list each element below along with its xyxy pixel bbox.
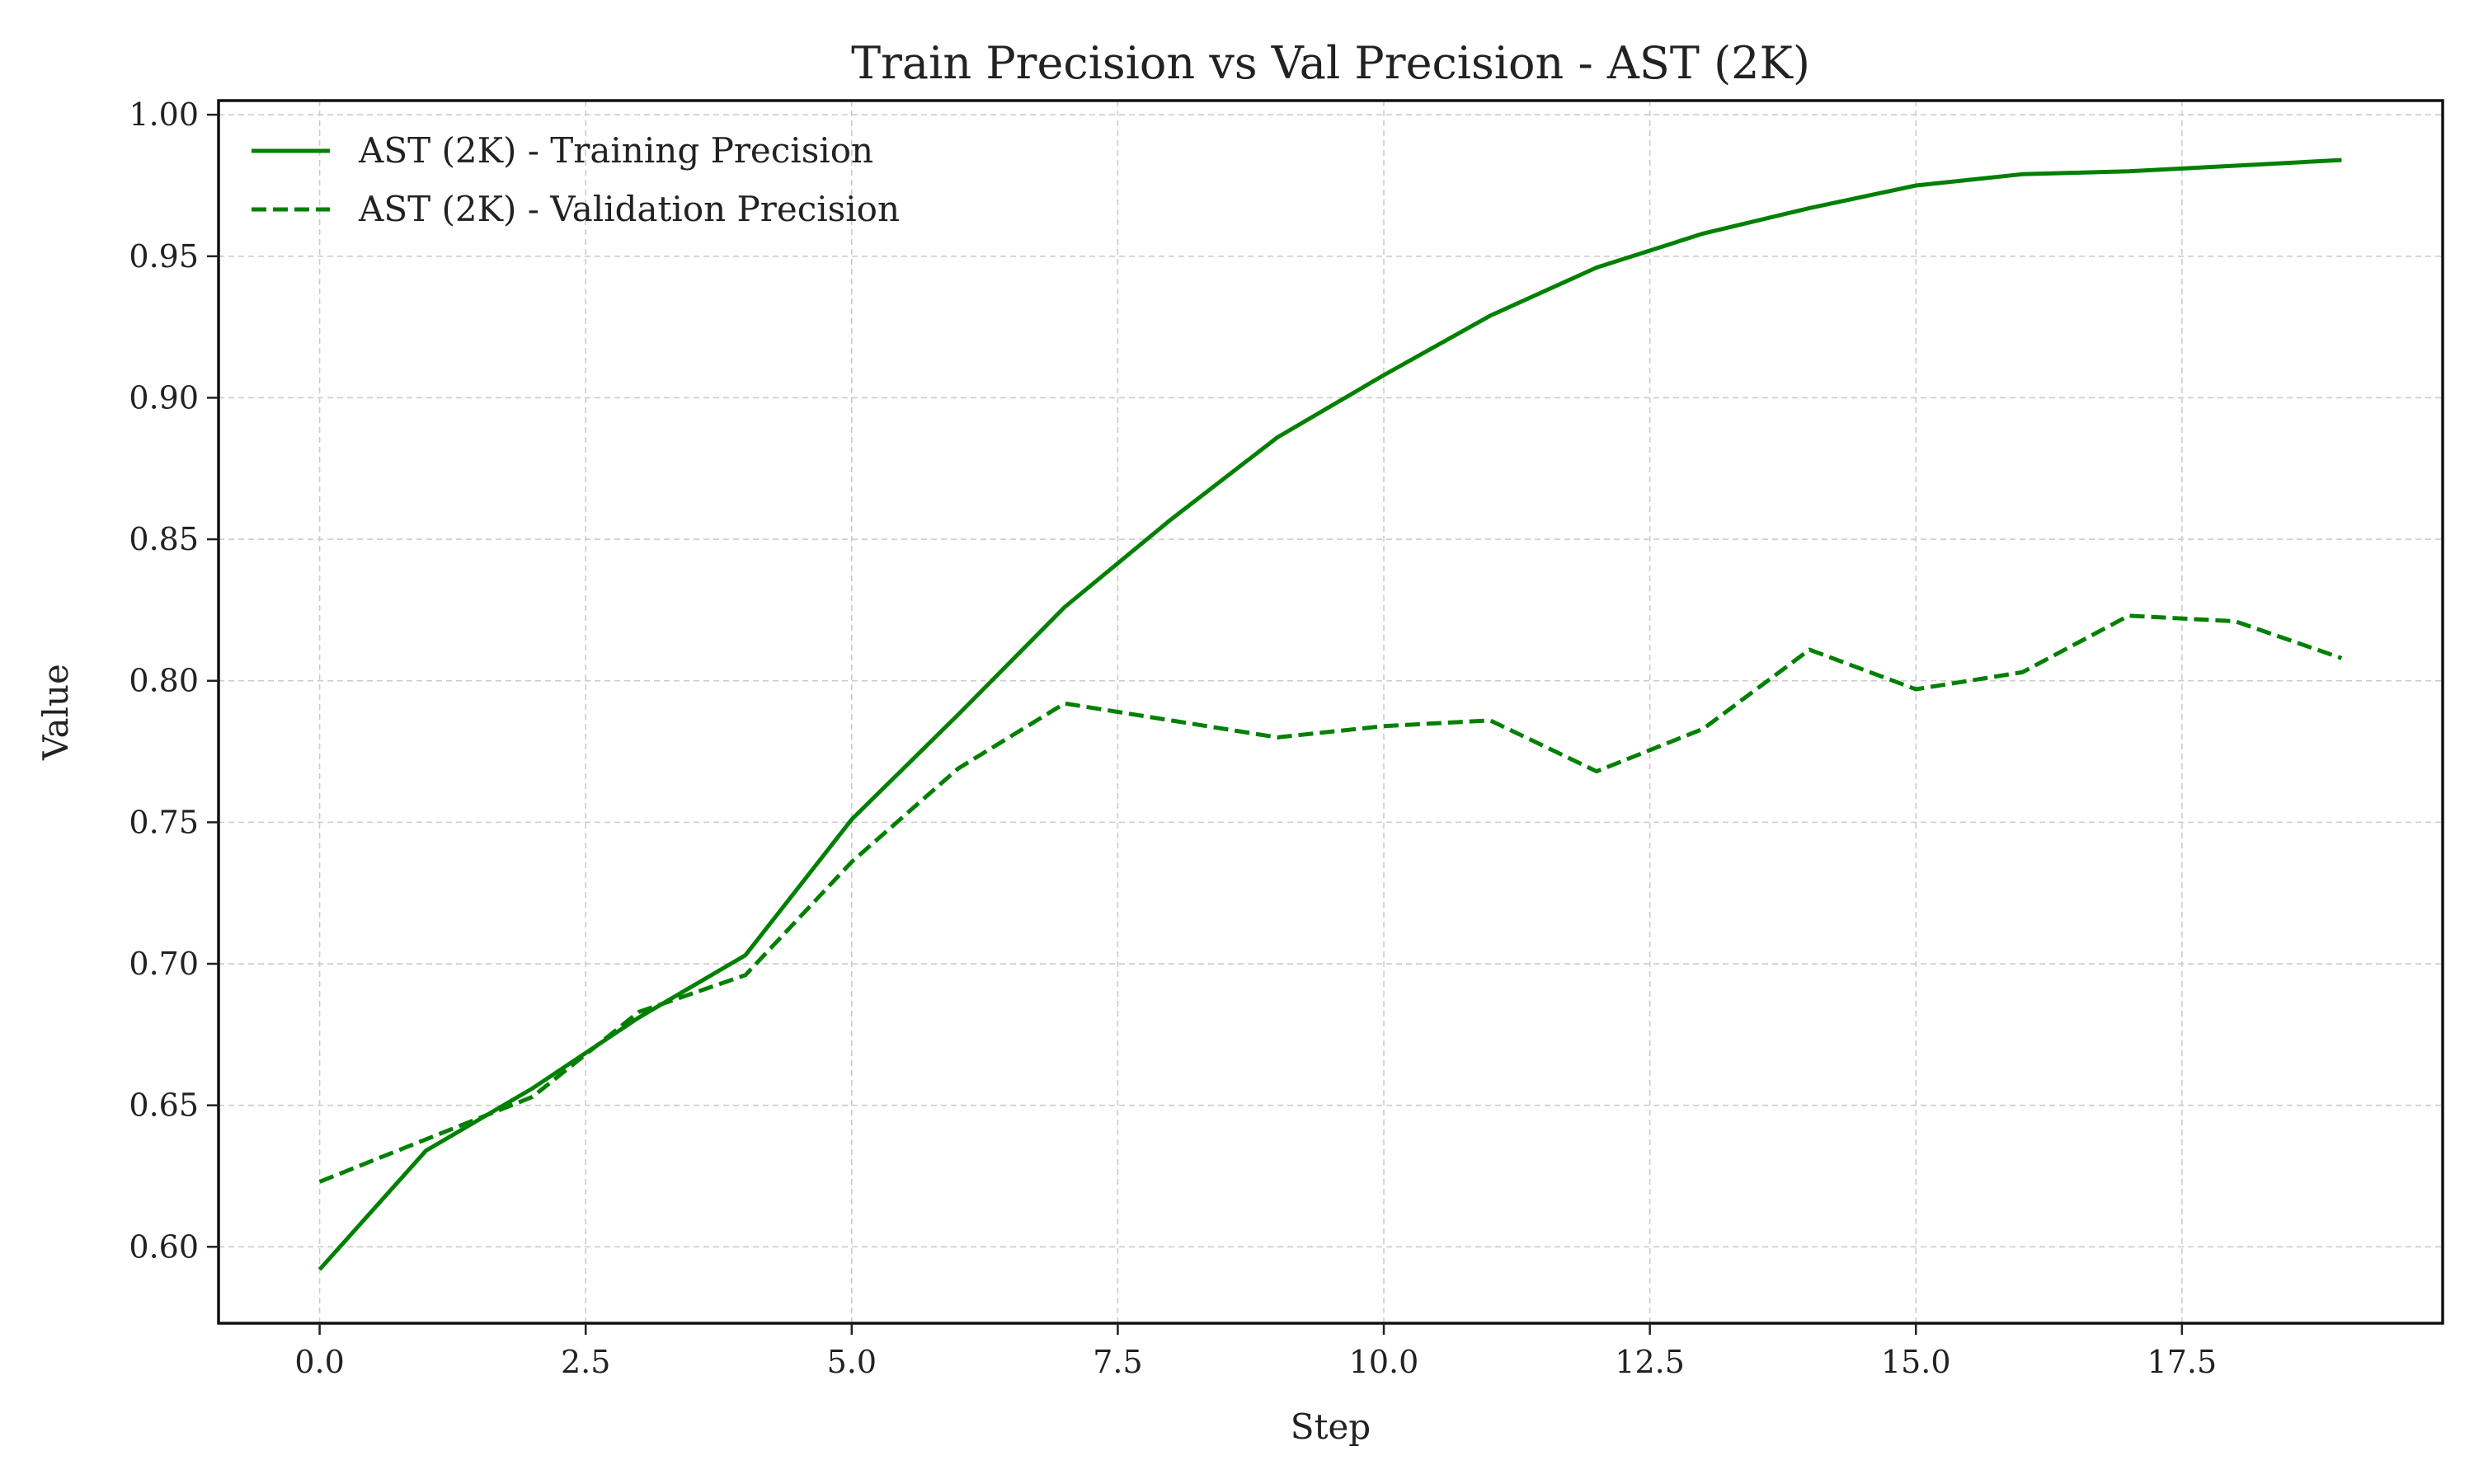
y-tick-label: 0.60 — [129, 1228, 199, 1265]
ticks: 0.0 2.5 5.0 7.5 10.0 12.5 15.0 17.5 0.60 0.65 0.70… — [129, 96, 2217, 1380]
validation-precision-line — [318, 613, 2343, 1184]
x-tick-label: 10.0 — [1349, 1344, 1419, 1380]
y-axis-label: Value — [35, 664, 76, 761]
x-tick-label: 17.5 — [2147, 1344, 2218, 1380]
y-tick-label: 1.00 — [129, 96, 199, 133]
x-tick-label: 12.5 — [1615, 1344, 1685, 1380]
legend-label: AST (2K) - Training Precision — [358, 130, 873, 171]
x-tick-label: 0.0 — [294, 1344, 344, 1380]
chart-title: Train Precision vs Val Precision - AST (… — [851, 37, 1810, 89]
y-tick-label: 0.90 — [129, 379, 199, 416]
y-tick-label: 0.80 — [129, 663, 199, 699]
y-tick-label: 0.85 — [129, 521, 199, 557]
x-tick-label: 7.5 — [1093, 1344, 1142, 1380]
x-tick-label: 5.0 — [827, 1344, 877, 1380]
x-tick-label: 2.5 — [561, 1344, 610, 1380]
y-tick-label: 0.65 — [129, 1087, 199, 1124]
legend-label: AST (2K) - Validation Precision — [358, 189, 900, 229]
x-tick-label: 15.0 — [1881, 1344, 1951, 1380]
x-axis-label: Step — [1291, 1407, 1371, 1447]
y-tick-label: 0.70 — [129, 946, 199, 982]
y-tick-label: 0.95 — [129, 238, 199, 275]
plot-frame — [217, 99, 2444, 1325]
training-precision-line — [317, 157, 2342, 1271]
y-tick-label: 0.75 — [129, 804, 199, 840]
legend: AST (2K) - Training Precision AST (2K) - … — [252, 130, 900, 229]
grid — [219, 101, 2443, 1323]
series-layer — [317, 157, 2343, 1271]
